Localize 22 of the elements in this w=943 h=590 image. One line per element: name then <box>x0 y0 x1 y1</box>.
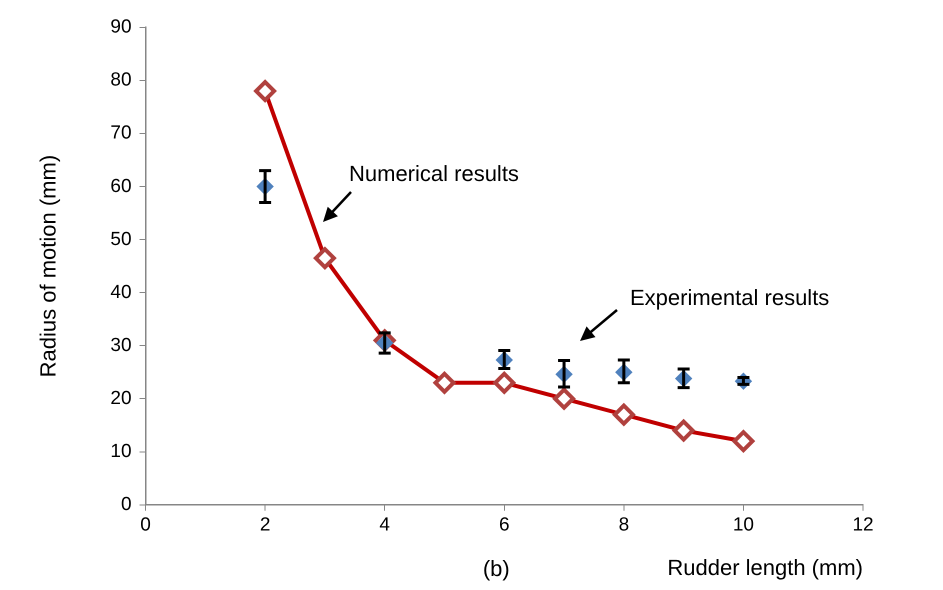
y-tick-label: 50 <box>110 228 132 250</box>
x-tick-label: 0 <box>140 514 151 536</box>
y-tick-label: 10 <box>110 440 132 462</box>
x-tick-label: 4 <box>379 514 390 536</box>
x-tick-label: 10 <box>732 514 754 536</box>
y-tick-label: 40 <box>110 282 132 303</box>
y-tick-label: 0 <box>120 494 132 516</box>
x-tick-label: 8 <box>618 514 630 536</box>
annotation: Numerical results <box>349 161 519 186</box>
text: (b) <box>482 556 510 581</box>
y-tick-label: 60 <box>110 176 132 197</box>
y-tick-label: 80 <box>110 70 132 91</box>
x-axis-title: Rudder length (mm) <box>667 554 863 580</box>
y-axis-title: Radius of motion (mm) <box>35 154 60 378</box>
x-tick-label: 2 <box>260 514 270 536</box>
x-tick-label: 6 <box>498 514 510 536</box>
y-tick-label: 30 <box>110 334 132 356</box>
y-tick-label: 90 <box>110 16 132 38</box>
y-tick-label: 70 <box>110 122 132 144</box>
annotation: Experimental results <box>630 285 830 310</box>
y-tick-label: 20 <box>110 388 132 409</box>
x-tick-label: 12 <box>852 514 874 536</box>
